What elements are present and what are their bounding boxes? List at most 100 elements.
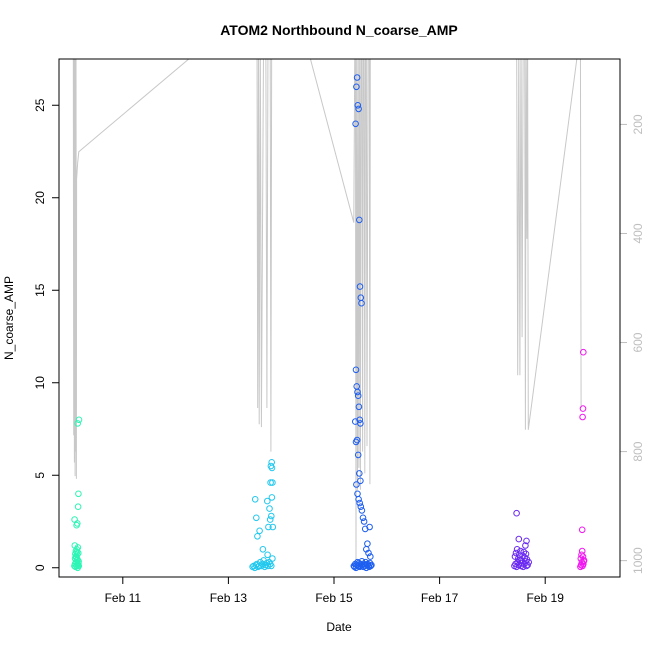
plot-frame [58,58,621,578]
data-point [353,436,361,444]
data-point [578,547,586,555]
data-point [367,562,375,570]
data-point [513,546,521,553]
data-point [523,537,530,545]
data-point [355,496,362,503]
data-point [74,503,82,511]
x-tick-label: Feb 19 [527,591,565,605]
data-point [356,416,364,424]
data-point [355,105,362,113]
data-point [515,535,523,543]
data-point [268,464,276,472]
right-tick-label: 800 [631,441,645,461]
data-point [71,542,79,549]
y-tick-label: 25 [33,98,47,112]
data-point [264,497,271,505]
x-axis-label: Date [326,620,352,634]
data-point [251,496,259,503]
x-tick-label: Feb 15 [315,591,353,605]
data-point [360,518,368,525]
data-point [579,553,587,560]
data-point [366,559,374,567]
data-point [256,527,263,535]
data-point [359,514,367,522]
data-point [368,561,375,569]
data-point [356,283,364,290]
data-point [264,551,271,559]
x-tick-label: Feb 11 [105,591,142,605]
data-point [268,512,275,520]
data-point [578,551,585,559]
data-point [522,542,529,549]
data-point [353,481,360,488]
data-point [265,523,272,531]
data-point [74,420,81,427]
data-point [358,299,365,307]
data-point [367,553,374,560]
data-point [269,555,276,562]
data-point [580,348,587,356]
right-tick-label: 400 [631,223,645,243]
data-point [356,499,364,507]
data-point [353,74,361,81]
data-point [366,523,373,531]
y-tick-label: 20 [33,191,47,205]
right-axis: 200 400 600 800 1000 [620,114,645,574]
data-point [356,470,363,477]
data-point [578,526,586,534]
data-point [580,558,588,565]
data-point [75,416,83,424]
data-point [352,120,359,128]
data-point [513,509,520,517]
data-point [352,418,359,425]
data-point [252,514,260,522]
data-point [266,505,273,512]
y-tick-label: 10 [33,376,47,390]
right-tick-label: 600 [631,332,645,352]
data-point [580,560,587,568]
data-point [269,523,277,531]
data-point [269,479,276,486]
right-tick-label: 200 [631,114,645,134]
data-point [354,392,362,400]
data-point [521,554,529,561]
data-point [355,403,363,411]
data-point [352,366,360,374]
data-point [267,479,274,486]
data-point [356,216,363,224]
data-point [364,540,371,548]
data-point [73,548,81,556]
data-point [365,549,372,557]
data-point [354,102,362,109]
data-point [353,83,360,91]
data-point [72,550,79,558]
data-point [71,516,78,523]
right-axis-series [72,59,582,561]
x-tick-label: Feb 13 [210,591,248,605]
data-point [579,413,586,421]
data-point [268,459,276,466]
data-point [523,556,531,563]
data-point [254,533,261,540]
y-tick-label: 0 [33,564,47,571]
right-tick-label: 1000 [631,547,645,574]
data-point [354,388,361,396]
x-tick-label: Feb 17 [421,591,459,605]
data-point [357,477,364,485]
data-point [75,490,82,498]
data-point [268,494,276,501]
data-point [354,451,362,459]
data-point [268,562,275,570]
data-point [358,507,366,514]
data-point [579,405,587,412]
data-point [511,553,519,560]
y-axis-label: N_coarse_AMP [2,276,16,360]
data-point [259,546,267,553]
right-series-line [72,59,582,561]
x-axis: Feb 11 Feb 13 Feb 15 Feb 17 Feb 19 [105,577,565,605]
data-point [266,516,274,523]
scatter-points [71,74,588,572]
y-tick-label: 15 [33,283,47,297]
data-point [75,562,83,570]
